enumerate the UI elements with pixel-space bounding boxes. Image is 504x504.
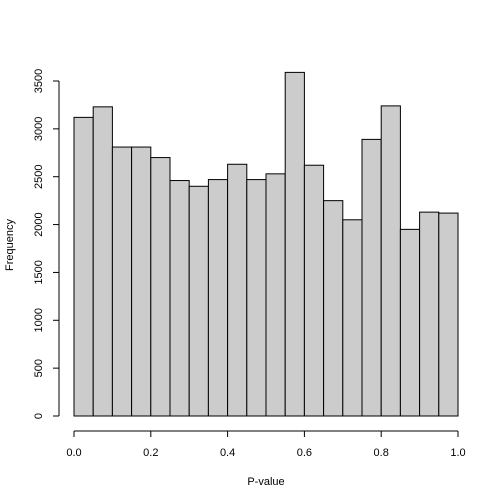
y-tick-label: 3500 [33,69,45,93]
y-tick-label: 2500 [33,164,45,188]
histogram-bar [303,164,325,417]
histogram-bar [284,71,305,417]
y-tick-label: 500 [33,359,45,377]
histogram-bar [207,179,229,417]
histogram-bar [111,146,133,417]
x-axis: 0.0 0.2 0.4 0.6 0.8 1.0 [66,430,466,459]
y-tick-label: 3000 [33,117,45,141]
histogram-bar [73,116,94,417]
histogram-bar [323,200,344,417]
x-tick-label: 0.2 [143,447,158,459]
x-tick-label: 0.8 [374,447,389,459]
histogram-bar [399,228,421,417]
histogram-bar [380,105,401,417]
histogram-bar [188,185,209,417]
histogram-bar [419,211,440,417]
y-tick-label: 0 [33,413,45,419]
histogram-bar [342,219,363,417]
histogram-bar [227,163,248,417]
histogram-bar [265,173,286,417]
y-axis-title: Frequency [4,219,16,271]
histogram-bar [361,138,382,417]
bars-group [73,71,459,417]
y-axis: 0 500 1000 1500 2000 2500 3000 3500 [33,69,60,419]
x-tick-label: 0.4 [220,447,235,459]
x-tick-label: 0.6 [297,447,312,459]
y-tick-label: 1000 [33,308,45,332]
histogram-bar [150,157,171,417]
histogram-bar [169,180,190,417]
y-tick-label: 2000 [33,212,45,236]
x-tick-label: 0.0 [66,447,81,459]
histogram-bar [246,179,267,417]
histogram-bar [131,146,152,417]
histogram-bar [92,106,113,417]
histogram-bar [438,212,459,417]
y-tick-label: 1500 [33,260,45,284]
x-axis-title: P-value [247,476,284,488]
x-tick-label: 1.0 [450,447,465,459]
